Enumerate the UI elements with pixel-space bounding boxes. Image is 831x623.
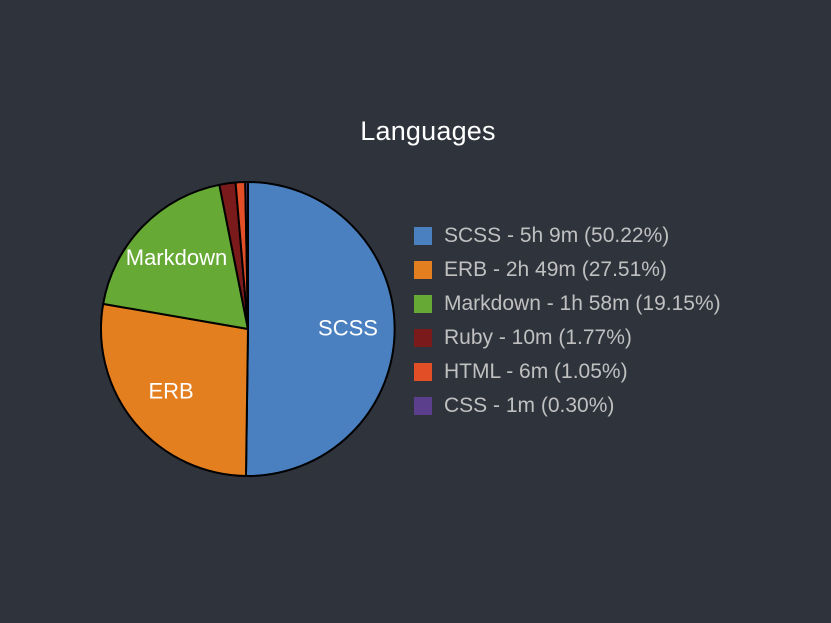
legend-text: HTML - 6m (1.05%) — [444, 360, 628, 383]
pie-slice-scss — [244, 181, 396, 477]
legend-swatch — [414, 261, 432, 279]
legend-item-ruby: Ruby - 10m (1.77%) — [414, 321, 721, 355]
chart-title: Languages — [360, 116, 496, 146]
pie-slice-css — [244, 181, 249, 330]
chart-legend: SCSS - 5h 9m (50.22%) ERB - 2h 49m (27.51… — [414, 219, 721, 423]
legend-text: SCSS - 5h 9m (50.22%) — [444, 224, 670, 247]
legend-item-css: CSS - 1m (0.30%) — [414, 389, 721, 423]
legend-swatch — [414, 397, 432, 415]
legend-text: CSS - 1m (0.30%) — [444, 394, 615, 417]
pie-slice-markdown — [102, 183, 249, 330]
slice-label-erb: ERB — [148, 379, 193, 404]
legend-swatch — [414, 295, 432, 313]
legend-swatch — [414, 227, 432, 245]
legend-item-scss: SCSS - 5h 9m (50.22%) — [414, 219, 721, 253]
legend-item-erb: ERB - 2h 49m (27.51%) — [414, 253, 721, 287]
slice-label-markdown: Markdown — [126, 245, 227, 270]
pie-slice-erb — [100, 302, 249, 477]
legend-item-markdown: Markdown - 1h 58m (19.15%) — [414, 287, 721, 321]
legend-item-html: HTML - 6m (1.05%) — [414, 355, 721, 389]
legend-text: Ruby - 10m (1.77%) — [444, 326, 632, 349]
slice-label-scss: SCSS — [318, 316, 378, 341]
legend-swatch — [414, 329, 432, 347]
legend-text: ERB - 2h 49m (27.51%) — [444, 258, 667, 281]
legend-text: Markdown - 1h 58m (19.15%) — [444, 292, 721, 315]
legend-swatch — [414, 363, 432, 381]
